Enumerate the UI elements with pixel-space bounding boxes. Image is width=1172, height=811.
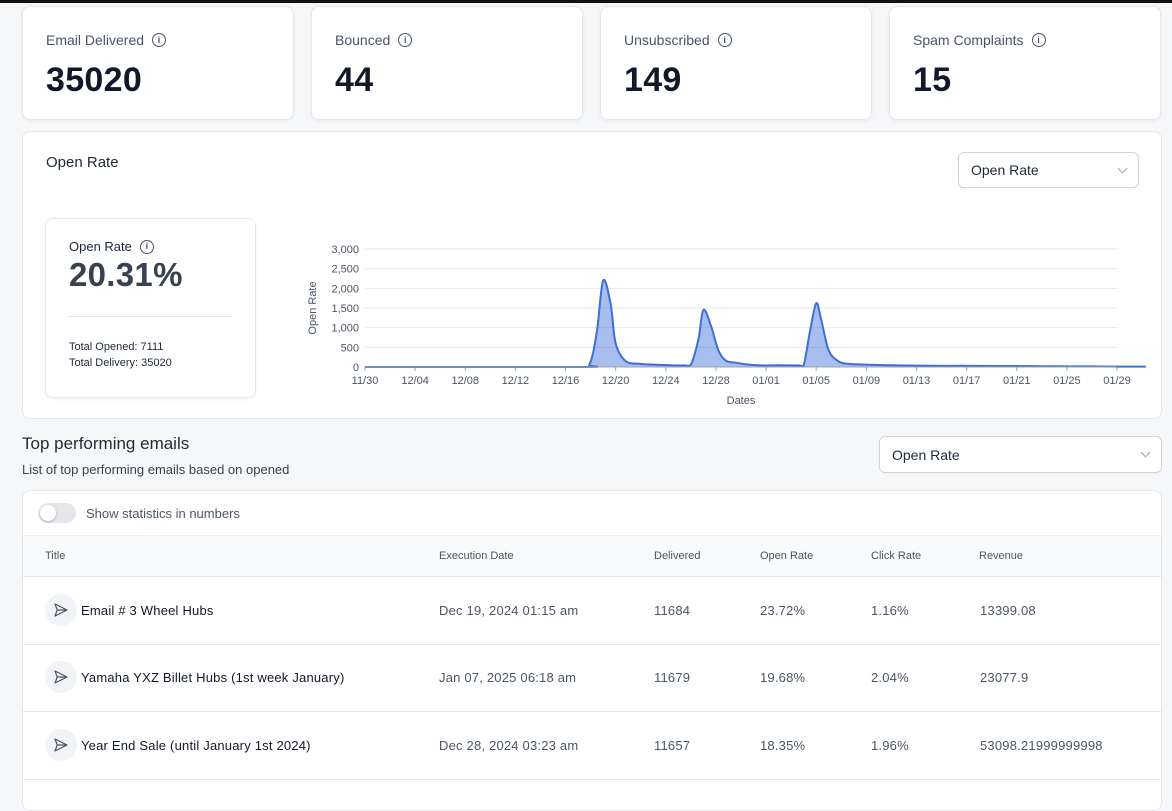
open-rate: 19.68% — [760, 670, 806, 685]
col-click-rate[interactable]: Click Rate — [871, 550, 922, 562]
stat-value: 35020 — [46, 61, 143, 99]
email-title[interactable]: Year End Sale (until January 1st 2024) — [81, 738, 311, 753]
open-rate-chart: 0 500 1,000 1,500 2,000 2,500 3,000 11/30 12/04 1… — [307, 244, 1146, 407]
stat-card-bounced: Bounced i 44 — [311, 6, 583, 120]
series-line — [365, 278, 1146, 369]
summary-label: Open Rate i — [69, 239, 232, 254]
x-tick-label: 01/01 — [752, 375, 780, 387]
x-tick-label: 01/13 — [903, 375, 931, 387]
table-row[interactable]: Year End Sale (until January 1st 2024) D… — [23, 712, 1161, 780]
top-bar — [0, 0, 1172, 3]
divider — [69, 316, 232, 317]
table-row[interactable]: Yamaha YXZ Billet Hubs (1st week January… — [23, 644, 1161, 712]
execution-date: Dec 28, 2024 03:23 am — [439, 738, 579, 753]
click-rate: 1.16% — [871, 603, 909, 618]
col-title[interactable]: Title — [45, 550, 66, 562]
table-row[interactable]: Email # 3 Wheel Hubs Dec 19, 2024 01:15 … — [23, 577, 1161, 645]
sort-select[interactable]: Open Rate — [879, 436, 1162, 473]
delivered: 11679 — [654, 670, 691, 685]
section-subtitle: List of top performing emails based on o… — [22, 462, 290, 477]
send-icon — [45, 729, 77, 761]
x-axis-label: Dates — [727, 395, 756, 407]
chevron-down-icon — [1140, 447, 1151, 458]
stat-label: Bounced i — [335, 31, 559, 49]
x-tick-label: 01/09 — [853, 375, 881, 387]
click-rate: 2.04% — [871, 670, 909, 685]
stat-card-spam-complaints: Spam Complaints i 15 — [889, 6, 1161, 120]
stats-toggle-row: Show statistics in numbers — [38, 503, 240, 523]
select-value: Open Rate — [892, 446, 960, 463]
x-tick-label: 01/25 — [1053, 375, 1081, 387]
col-delivered[interactable]: Delivered — [654, 550, 701, 562]
y-tick-label: 2,500 — [331, 264, 359, 276]
series-area — [365, 279, 1146, 367]
click-rate: 1.96% — [871, 738, 909, 753]
x-tick-label: 12/28 — [702, 375, 730, 387]
info-icon[interactable]: i — [1031, 33, 1046, 47]
send-icon — [45, 594, 77, 626]
select-value: Open Rate — [971, 162, 1039, 178]
x-tick-label: 12/08 — [452, 375, 480, 387]
execution-date: Dec 19, 2024 01:15 am — [439, 603, 579, 618]
stat-label: Unsubscribed i — [624, 31, 848, 49]
x-tick-label: 01/29 — [1103, 375, 1131, 387]
x-tick-label: 01/21 — [1003, 375, 1031, 387]
stat-card-email-delivered: Email Delivered i 35020 — [22, 6, 294, 120]
stat-label: Spam Complaints i — [913, 31, 1137, 49]
stats-toggle[interactable] — [38, 503, 76, 523]
email-title[interactable]: Email # 3 Wheel Hubs — [81, 603, 214, 618]
y-tick-label: 0 — [353, 362, 359, 374]
x-tick-label: 12/12 — [502, 375, 530, 387]
revenue: 53098.21999999998 — [980, 738, 1103, 753]
stat-value: 149 — [624, 61, 682, 99]
stat-card-unsubscribed: Unsubscribed i 149 — [600, 6, 872, 120]
metric-select[interactable]: Open Rate — [958, 152, 1139, 188]
chevron-down-icon — [1117, 163, 1128, 173]
open-rate-summary: Open Rate i 20.31% Total Opened: 7111 Tot… — [45, 218, 256, 398]
info-icon[interactable]: i — [398, 33, 413, 47]
x-tick-label: 12/16 — [552, 375, 580, 387]
execution-date: Jan 07, 2025 06:18 am — [439, 670, 577, 685]
summary-value: 20.31% — [69, 256, 183, 293]
toggle-knob — [40, 505, 56, 521]
x-tick-label: 12/20 — [602, 375, 630, 387]
delivered: 11684 — [654, 603, 691, 618]
total-opened: Total Opened: 7111 — [69, 341, 164, 353]
delivered: 11657 — [654, 738, 691, 753]
x-tick-label: 11/30 — [352, 375, 379, 387]
total-delivery: Total Delivery: 35020 — [69, 357, 172, 369]
col-open-rate[interactable]: Open Rate — [760, 550, 814, 562]
stat-value: 15 — [913, 61, 952, 99]
y-tick-label: 500 — [341, 342, 359, 354]
panel-title: Open Rate — [46, 154, 119, 171]
table-header: Title Execution Date Delivered Open Rate… — [23, 535, 1161, 577]
y-tick-label: 3,000 — [331, 244, 359, 256]
stat-label: Email Delivered i — [46, 31, 270, 49]
x-tick-label: 01/05 — [802, 375, 830, 387]
y-tick-label: 1,500 — [331, 303, 359, 315]
revenue: 13399.08 — [980, 603, 1036, 618]
email-title[interactable]: Yamaha YXZ Billet Hubs (1st week January… — [81, 670, 345, 685]
x-tick-label: 12/04 — [401, 375, 429, 387]
stat-value: 44 — [335, 61, 374, 99]
section-title: Top performing emails — [22, 434, 190, 453]
x-tick-label: 01/17 — [953, 375, 981, 387]
toggle-label: Show statistics in numbers — [86, 505, 240, 521]
send-icon — [45, 661, 77, 693]
revenue: 23077.9 — [980, 670, 1029, 685]
open-rate: 23.72% — [760, 603, 806, 618]
col-revenue[interactable]: Revenue — [979, 550, 1024, 562]
open-rate-panel: Open Rate Open Rate Open Rate i 20.31% To… — [22, 131, 1162, 419]
open-rate: 18.35% — [760, 738, 806, 753]
y-axis-label: Open Rate — [307, 281, 319, 334]
info-icon[interactable]: i — [717, 33, 732, 47]
top-emails-table: Show statistics in numbers Title Executi… — [22, 490, 1162, 811]
x-tick-label: 12/24 — [652, 375, 680, 387]
y-tick-label: 1,000 — [331, 323, 359, 335]
col-execution-date[interactable]: Execution Date — [439, 550, 514, 562]
info-icon[interactable]: i — [139, 239, 154, 254]
info-icon[interactable]: i — [152, 33, 167, 47]
y-tick-label: 2,000 — [331, 283, 359, 295]
